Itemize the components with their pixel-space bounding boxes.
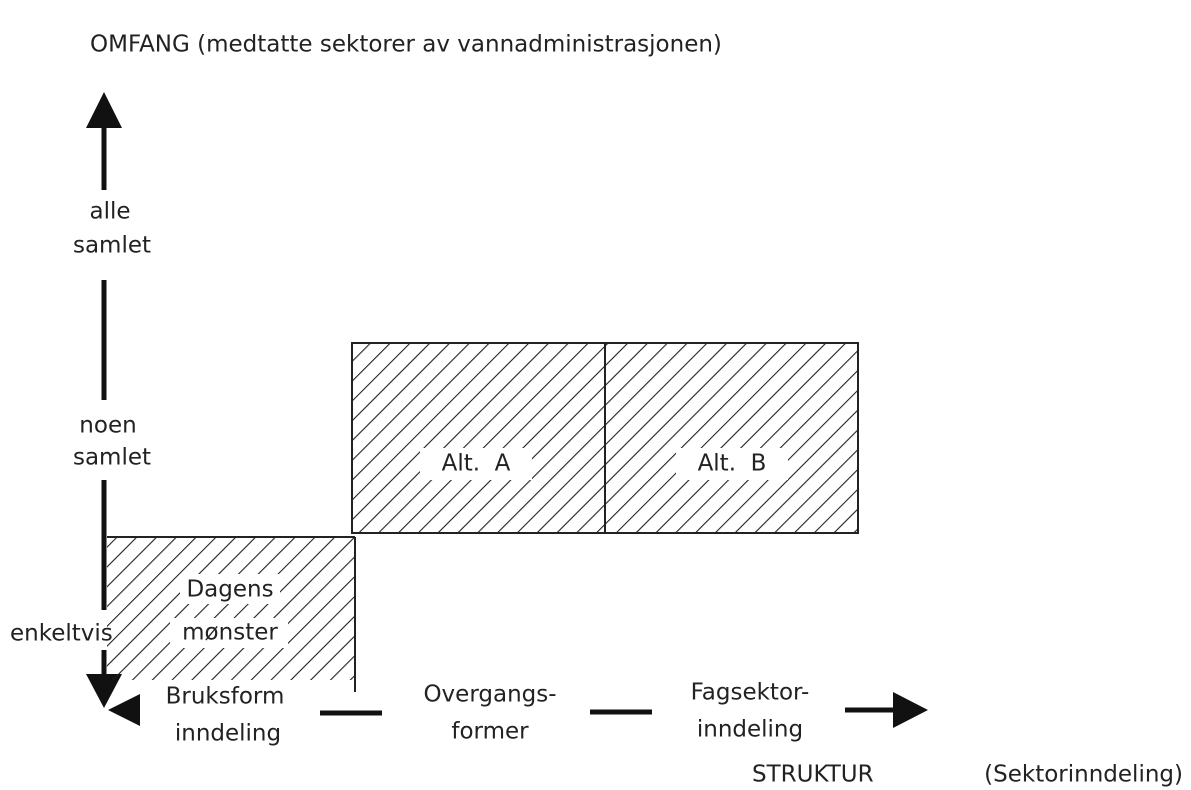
label-bg	[676, 448, 788, 480]
area-dagens	[107, 537, 355, 680]
level-label: enkeltvis	[10, 621, 113, 647]
bottom-sublabel: (Sektorinndeling)	[984, 762, 1183, 788]
stage-label: inndeling	[697, 717, 803, 743]
arrow-left	[108, 694, 140, 726]
stage-label: former	[451, 719, 529, 745]
area-label: mønster	[182, 620, 278, 646]
level-label: samlet	[73, 233, 151, 259]
bottom-label: STRUKTUR	[752, 762, 874, 788]
stage-label: Fagsektor-	[691, 680, 810, 706]
arrow-down	[86, 674, 122, 708]
level-label: samlet	[73, 445, 151, 471]
label-bg	[180, 574, 280, 604]
level-label: alle	[89, 199, 130, 225]
area-label: Dagens	[186, 577, 273, 603]
arrow-up	[86, 92, 122, 128]
area-label: Alt. B	[698, 451, 767, 477]
top-label: OMFANG (medtatte sektorer av vannadminis…	[90, 32, 722, 58]
label-bg	[420, 448, 532, 480]
stage-label: Bruksform	[166, 684, 285, 710]
label-bg	[170, 618, 288, 648]
level-label: noen	[79, 413, 136, 439]
stage-label: Overgangs-	[423, 682, 556, 708]
area-label: Alt. A	[442, 451, 511, 477]
label-bg	[8, 618, 106, 650]
arrow-right	[893, 692, 928, 728]
stage-label: inndeling	[175, 721, 281, 747]
